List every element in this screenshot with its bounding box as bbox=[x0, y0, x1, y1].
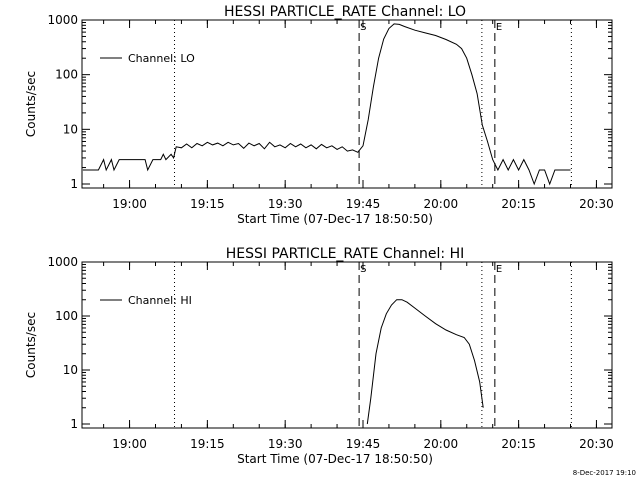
x-axis-label: Start Time (07-Dec-17 18:50:50) bbox=[237, 452, 433, 466]
y-tick-label: 1 bbox=[70, 417, 78, 431]
x-tick-label: 20:30 bbox=[579, 437, 614, 451]
time-marker-label: E bbox=[496, 264, 502, 275]
x-tick-label: 19:45 bbox=[346, 437, 381, 451]
time-marker-label: E bbox=[496, 22, 502, 33]
series-line bbox=[366, 299, 484, 425]
y-axis-label: Counts/sec bbox=[24, 71, 38, 137]
legend-label: Channel: LO bbox=[128, 52, 195, 65]
x-tick-label: 20:30 bbox=[579, 197, 614, 211]
y-tick-label: 1000 bbox=[47, 13, 78, 27]
series-line bbox=[82, 23, 571, 186]
x-tick-label: 19:30 bbox=[268, 437, 303, 451]
footer-timestamp: 8-Dec-2017 19:10 bbox=[573, 469, 636, 477]
y-tick-label: 1 bbox=[70, 177, 78, 191]
time-marker-label: S bbox=[360, 264, 366, 275]
time-marker-label: S bbox=[360, 22, 366, 33]
y-tick-label: 10 bbox=[63, 363, 78, 377]
x-tick-label: 19:00 bbox=[112, 437, 147, 451]
x-tick-label: 20:00 bbox=[424, 437, 459, 451]
x-tick-label: 19:00 bbox=[112, 197, 147, 211]
x-tick-label: 19:45 bbox=[346, 197, 381, 211]
x-tick-label: 19:15 bbox=[190, 197, 225, 211]
y-tick-label: 100 bbox=[55, 68, 78, 82]
x-tick-label: 19:30 bbox=[268, 197, 303, 211]
panel-hi: HESSI PARTICLE_RATE Channel: HI Counts/se… bbox=[24, 246, 614, 466]
plot-frame bbox=[81, 261, 613, 429]
chart-title: HESSI PARTICLE_RATE Channel: HI bbox=[226, 246, 464, 262]
y-tick-label: 10 bbox=[63, 122, 78, 136]
x-tick-label: 20:00 bbox=[424, 197, 459, 211]
y-tick-label: 1000 bbox=[47, 255, 78, 269]
x-tick-label: 20:15 bbox=[501, 197, 536, 211]
panel-lo: HESSI PARTICLE_RATE Channel: LO Counts/se… bbox=[24, 4, 614, 226]
x-tick-label: 19:15 bbox=[190, 437, 225, 451]
legend-label: Channel: HI bbox=[128, 294, 192, 307]
plot-frame bbox=[81, 19, 613, 189]
chart-title: HESSI PARTICLE_RATE Channel: LO bbox=[224, 4, 466, 20]
x-axis-label: Start Time (07-Dec-17 18:50:50) bbox=[237, 212, 433, 226]
x-tick-label: 20:15 bbox=[501, 437, 536, 451]
y-tick-label: 100 bbox=[55, 309, 78, 323]
y-axis-label: Counts/sec bbox=[24, 312, 38, 378]
